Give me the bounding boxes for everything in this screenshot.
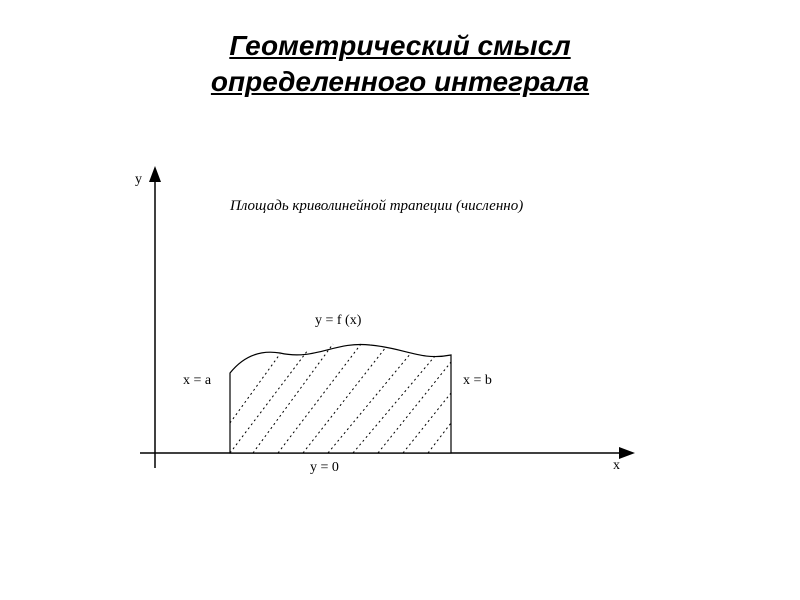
- label-left-bound: x = a: [183, 373, 211, 389]
- curvilinear-trapezoid: [230, 344, 451, 453]
- integral-diagram: y x Площадь криволинейной трапеции (числ…: [105, 158, 685, 508]
- title-line-2: определенного интеграла: [211, 66, 589, 97]
- y-axis-arrow: [149, 166, 161, 182]
- title-line-1: Геометрический смысл: [229, 30, 570, 61]
- region-group: [230, 344, 451, 453]
- x-axis-label: x: [613, 458, 620, 474]
- diagram-subtitle: Площадь криволинейной трапеции (численно…: [230, 198, 523, 215]
- y-axis-label: y: [135, 172, 142, 188]
- label-curve: y = f (x): [315, 313, 361, 329]
- label-bottom: y = 0: [310, 460, 339, 476]
- page-title: Геометрический смысл определенного интег…: [0, 0, 800, 101]
- x-axis-arrow: [619, 447, 635, 459]
- label-right-bound: x = b: [463, 373, 492, 389]
